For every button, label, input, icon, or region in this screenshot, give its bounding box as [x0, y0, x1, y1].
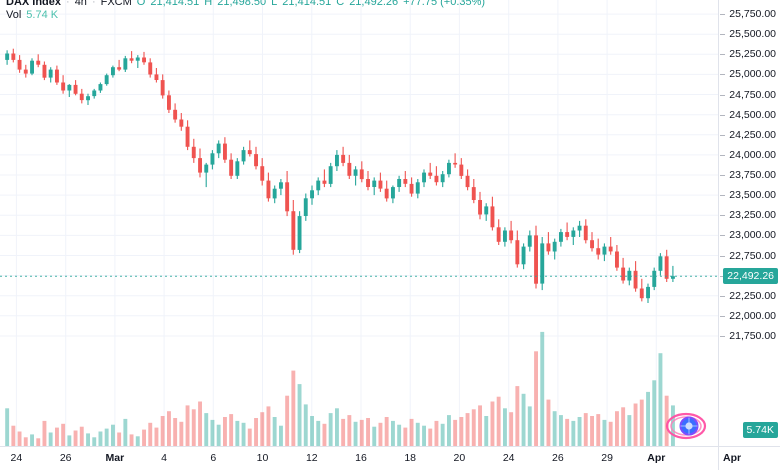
price-tick-dash	[720, 54, 726, 56]
price-tick-dash	[720, 34, 726, 36]
candlestick-series	[5, 48, 675, 303]
time-tick-day: 26	[59, 452, 72, 464]
time-tick-day: 24	[502, 452, 515, 464]
price-tick-dash	[720, 235, 726, 237]
time-tick-day: 6	[210, 452, 217, 464]
price-tick-dash	[720, 14, 726, 16]
time-tick-month: Apr	[647, 452, 666, 464]
price-tick-dash	[720, 175, 726, 176]
price-tick: 23,500.00	[720, 189, 776, 201]
price-tick-dash	[720, 154, 726, 156]
price-tick: 25,750.00	[720, 8, 776, 20]
price-tick: 22,750.00	[720, 250, 776, 262]
price-tick-dash	[720, 336, 726, 337]
price-tick: 23,000.00	[720, 229, 776, 241]
time-tick-month: Mar	[105, 452, 125, 464]
time-scale-corner-label: Apr	[723, 452, 742, 464]
grid-lines	[0, 0, 718, 446]
current-price-line	[0, 275, 718, 277]
price-tick: 24,750.00	[720, 89, 776, 101]
price-tick-dash	[720, 215, 726, 217]
price-tick: 25,000.00	[720, 68, 776, 80]
price-tick-dash	[720, 275, 726, 277]
price-tick-dash	[720, 255, 726, 257]
time-scale-corner: Apr	[718, 446, 780, 470]
price-tick: 22,000.00	[720, 310, 776, 322]
price-tick-dash	[720, 315, 726, 317]
price-scale[interactable]: 25,750.00 25,500.00 25,250.00 25,000.00 24,7…	[718, 0, 780, 446]
time-tick-day: 29	[601, 452, 613, 464]
price-tick: 22,250.00	[720, 290, 776, 302]
price-tick: 21,750.00	[720, 330, 776, 342]
price-tick: 25,250.00	[720, 48, 776, 60]
price-tick-dash	[720, 94, 726, 96]
price-tick: 25,500.00	[720, 28, 776, 40]
time-tick-day: 24	[10, 452, 23, 464]
time-tick-day: 18	[404, 452, 417, 464]
time-scale[interactable]: 24 26 Mar 4 6 10 12 16 18 20 24 26 29 Apr	[0, 446, 718, 470]
volume-badge: 5.74K	[742, 422, 778, 438]
price-tick-dash	[720, 134, 726, 136]
price-tick-dash	[720, 195, 726, 197]
price-tick-dash	[720, 114, 726, 116]
price-tick-dash	[720, 74, 726, 76]
price-tick: 24,000.00	[720, 149, 776, 161]
price-tick-dash	[720, 295, 726, 297]
price-tick: 23,750.00	[720, 169, 776, 181]
time-tick-day: 20	[453, 452, 466, 464]
chart-grid	[0, 0, 718, 446]
price-tick: 23,250.00	[720, 209, 776, 221]
price-tick: 24,250.00	[720, 129, 776, 141]
time-tick-day: 16	[355, 452, 367, 464]
time-tick-day: 4	[161, 452, 168, 464]
time-tick-day: 26	[552, 452, 564, 464]
time-tick-day: 10	[256, 452, 269, 464]
time-tick-day: 12	[305, 452, 318, 464]
current-price-badge: 22,492.26	[723, 268, 778, 285]
price-tick: 24,500.00	[720, 109, 776, 121]
